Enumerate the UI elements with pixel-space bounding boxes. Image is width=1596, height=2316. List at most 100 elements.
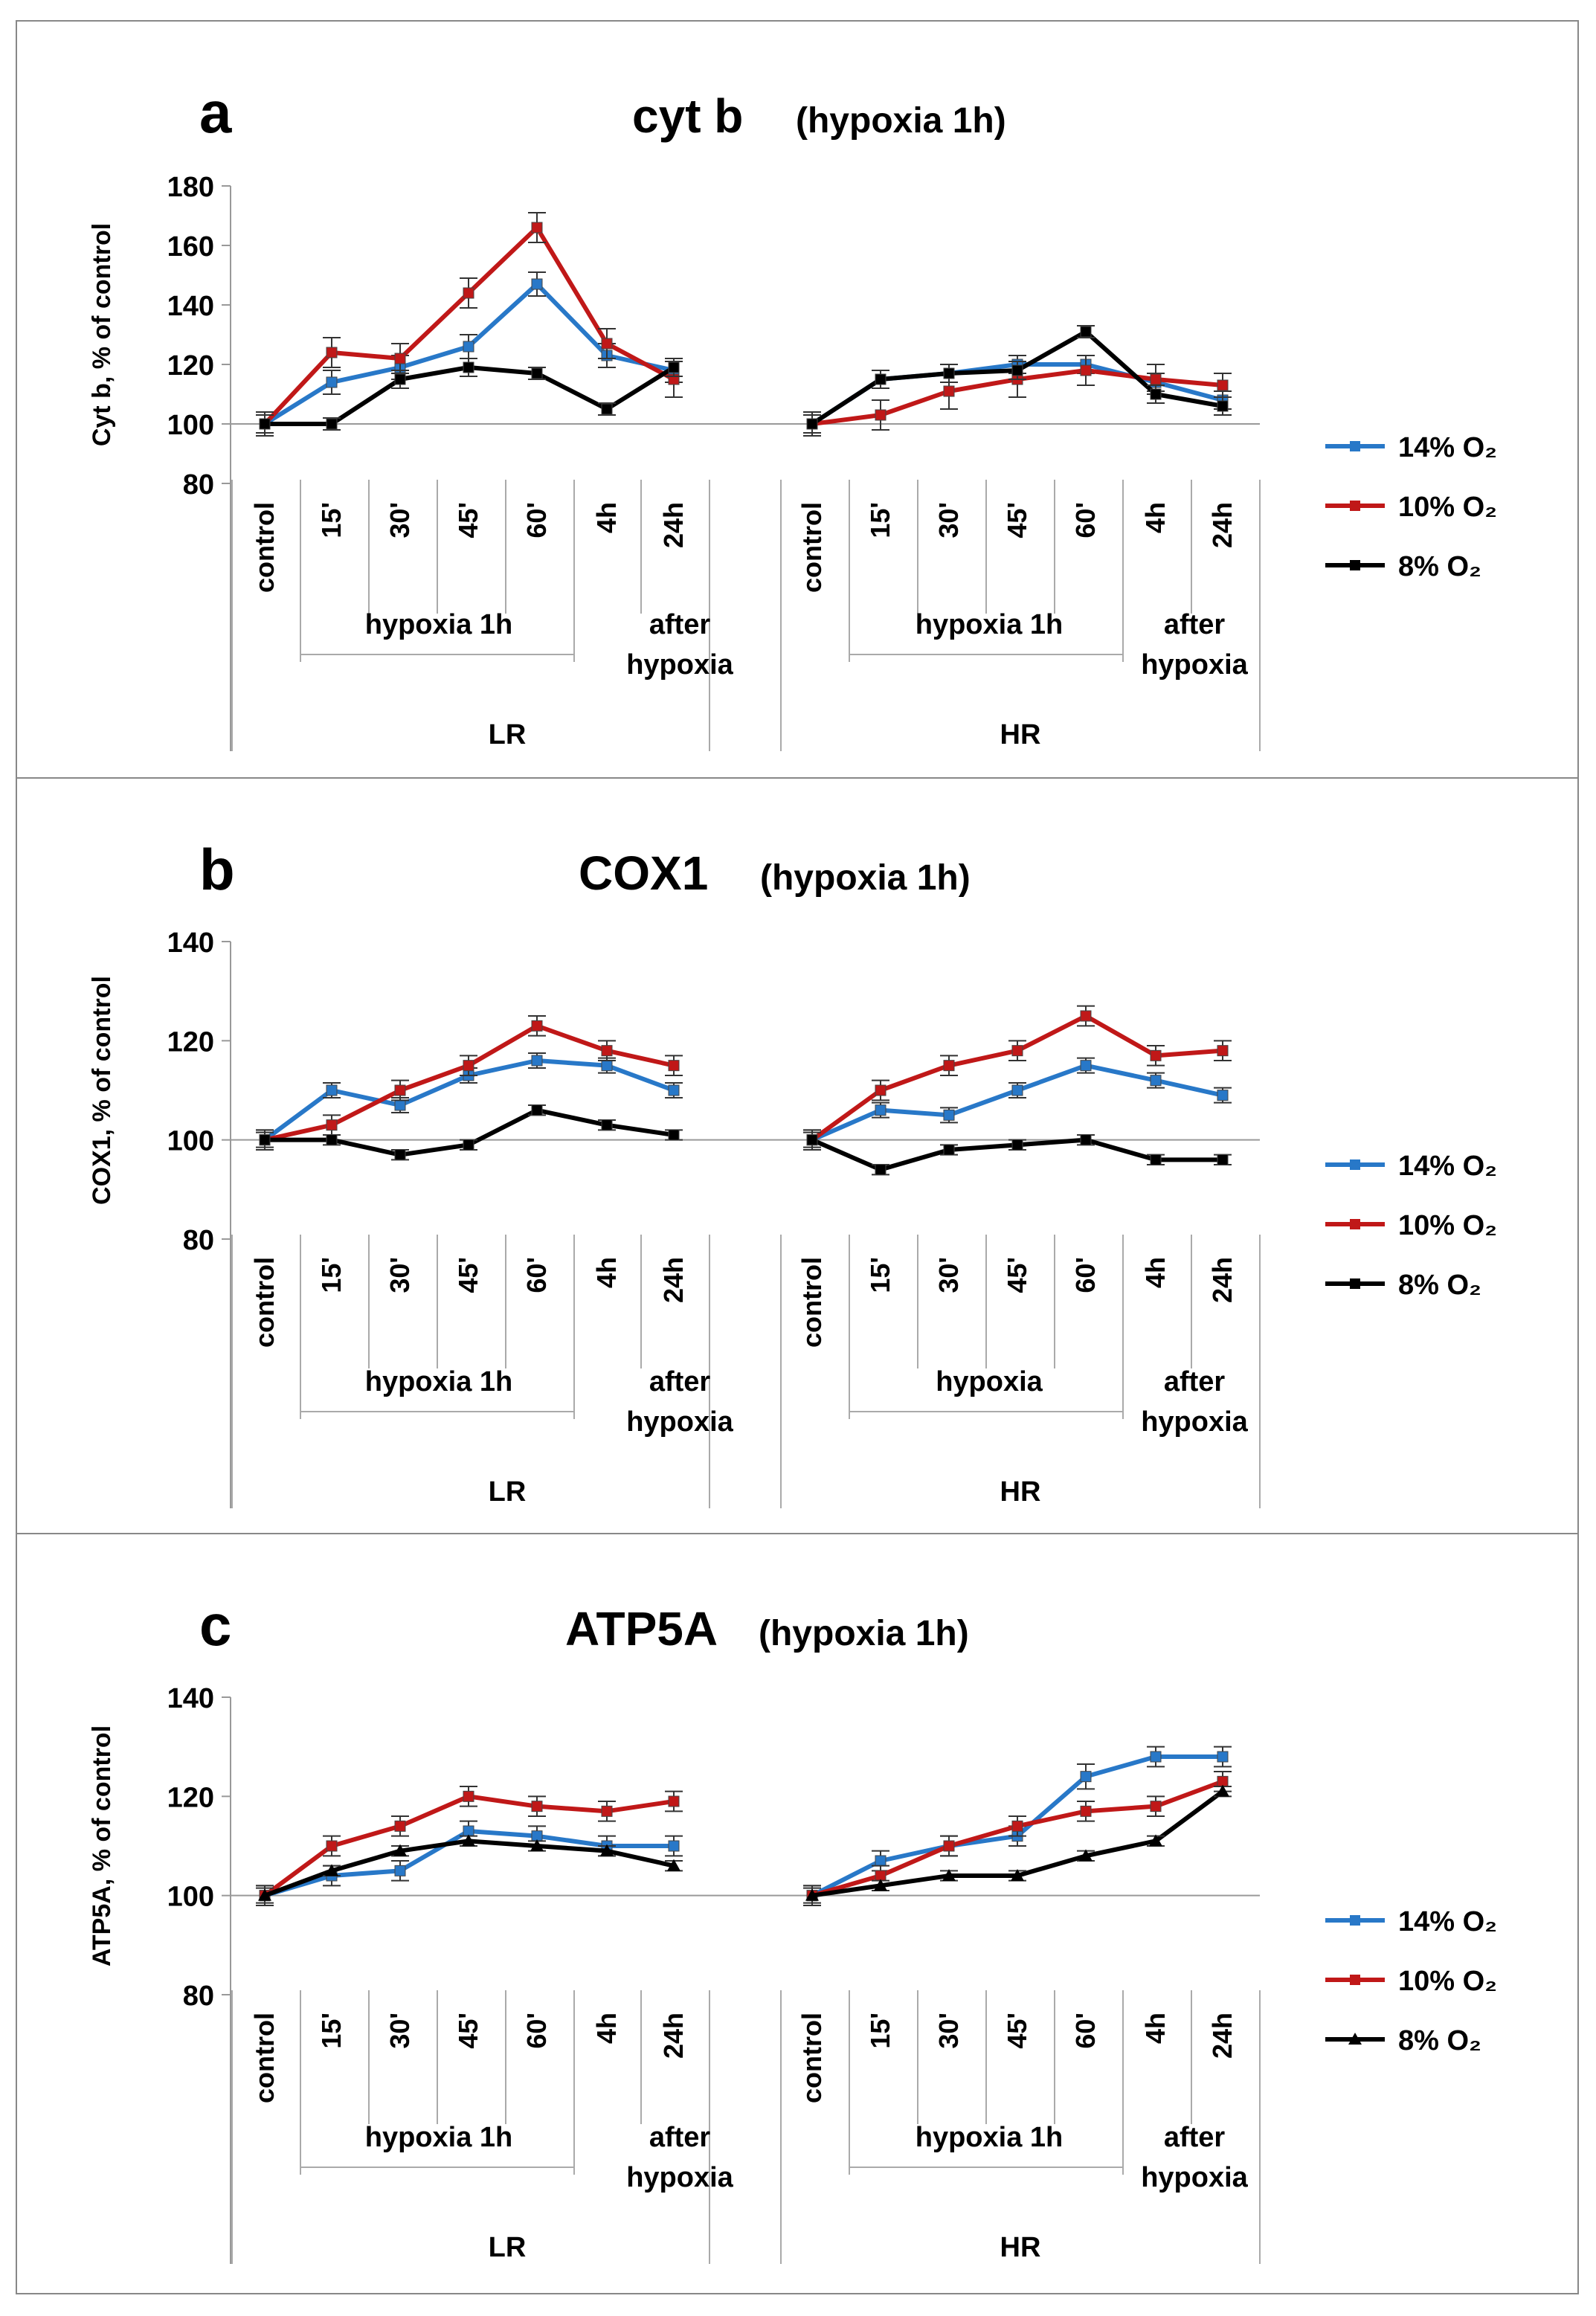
group-label: LR bbox=[489, 719, 527, 750]
data-point bbox=[394, 1820, 406, 1832]
data-point bbox=[463, 1060, 474, 1072]
x-tick-label: 60' bbox=[1070, 1257, 1101, 1293]
y-tick-label: 80 bbox=[183, 1225, 214, 1256]
group-label: LR bbox=[489, 2232, 527, 2263]
x-tick-label: 24h bbox=[658, 502, 689, 548]
y-tick-label: 100 bbox=[167, 410, 214, 441]
group-label: HR bbox=[1000, 719, 1041, 750]
data-point bbox=[943, 385, 955, 397]
data-point bbox=[601, 403, 613, 415]
data-point bbox=[1011, 1045, 1023, 1057]
x-tick-label: 60' bbox=[521, 2013, 552, 2049]
after-label: after bbox=[649, 609, 711, 640]
data-point bbox=[875, 1104, 887, 1116]
panel-c: c ATP5A (hypoxia 1h) 80 100 120 140 ATP5A, % of… bbox=[16, 1533, 1579, 2294]
chart-title: cyt b bbox=[632, 89, 743, 143]
data-point bbox=[1217, 1090, 1229, 1101]
data-point bbox=[1150, 1075, 1162, 1087]
panel-border bbox=[16, 1533, 1579, 2294]
data-point bbox=[875, 409, 887, 421]
data-point bbox=[1080, 1134, 1092, 1146]
legend-label: 8% O₂ bbox=[1398, 551, 1481, 582]
y-tick-label: 120 bbox=[167, 350, 214, 382]
data-point bbox=[601, 1119, 613, 1131]
y-tick-label: 140 bbox=[167, 1683, 214, 1714]
after-label: after bbox=[1164, 1366, 1226, 1397]
x-tick-label: 45' bbox=[453, 2013, 483, 2049]
data-point bbox=[1150, 1801, 1162, 1812]
legend-label: 14% O₂ bbox=[1398, 1151, 1497, 1182]
after-label: hypoxia bbox=[626, 649, 733, 681]
y-tick-label: 180 bbox=[167, 172, 214, 203]
data-point bbox=[1150, 1751, 1162, 1763]
x-tick-label: 24h bbox=[1207, 502, 1238, 548]
x-tick-label: control bbox=[797, 2013, 827, 2103]
chart-subtitle: (hypoxia 1h) bbox=[760, 858, 971, 898]
data-point bbox=[943, 1060, 955, 1072]
x-tick-label: 24h bbox=[658, 1257, 689, 1303]
y-axis-label: Cyt b, % of control bbox=[88, 223, 116, 446]
data-point bbox=[394, 1149, 406, 1161]
data-point bbox=[875, 1164, 887, 1176]
data-point bbox=[667, 1859, 680, 1871]
x-tick-label: 45' bbox=[1002, 2013, 1032, 2049]
data-point bbox=[259, 418, 271, 430]
data-point bbox=[1217, 379, 1229, 391]
x-tick-label: 45' bbox=[1002, 1257, 1032, 1293]
data-point bbox=[1080, 1771, 1092, 1783]
data-point bbox=[1011, 1139, 1023, 1151]
data-point bbox=[1011, 1084, 1023, 1096]
data-point bbox=[531, 1055, 543, 1067]
data-point bbox=[874, 1879, 887, 1891]
data-point bbox=[668, 361, 680, 373]
panel-letter: c bbox=[199, 1592, 231, 1658]
data-point bbox=[942, 1869, 956, 1881]
data-point bbox=[943, 367, 955, 379]
data-point bbox=[463, 1139, 474, 1151]
legend-label: 14% O₂ bbox=[1398, 1906, 1497, 1937]
chart-subtitle: (hypoxia 1h) bbox=[759, 1614, 969, 1653]
x-tick-label: 45' bbox=[453, 502, 483, 538]
data-point bbox=[326, 1119, 338, 1131]
data-point bbox=[393, 1844, 407, 1856]
y-tick-label: 120 bbox=[167, 1026, 214, 1058]
hypoxia-label: hypoxia bbox=[936, 1366, 1043, 1397]
data-point bbox=[1217, 400, 1229, 412]
data-point bbox=[1217, 1154, 1229, 1165]
data-point bbox=[531, 367, 543, 379]
chart-title: COX1 bbox=[579, 846, 708, 900]
data-point bbox=[943, 1840, 955, 1852]
legend-swatch-marker bbox=[1350, 1915, 1360, 1926]
x-tick-label: 30' bbox=[384, 502, 415, 538]
legend-label: 8% O₂ bbox=[1398, 1270, 1481, 1301]
after-label: hypoxia bbox=[626, 1406, 733, 1438]
panel-letter: b bbox=[199, 837, 235, 902]
x-tick-label: 4h bbox=[1140, 1257, 1171, 1288]
data-point bbox=[668, 1795, 680, 1807]
data-point bbox=[601, 338, 613, 350]
data-point bbox=[1150, 1049, 1162, 1061]
data-point bbox=[394, 1084, 406, 1096]
data-point bbox=[1150, 1154, 1162, 1165]
data-point bbox=[668, 1129, 680, 1141]
data-point bbox=[1079, 1849, 1093, 1862]
hypoxia-label: hypoxia 1h bbox=[365, 609, 513, 640]
y-axis-label: COX1, % of control bbox=[88, 976, 116, 1205]
x-tick-label: 4h bbox=[591, 502, 622, 533]
data-point bbox=[1011, 364, 1023, 376]
legend-label: 10% O₂ bbox=[1398, 492, 1497, 523]
data-point bbox=[1011, 1820, 1023, 1832]
x-tick-label: 15' bbox=[865, 1257, 895, 1293]
x-tick-label: 30' bbox=[384, 2013, 415, 2049]
data-point bbox=[1080, 1805, 1092, 1817]
hypoxia-label: hypoxia 1h bbox=[916, 2122, 1064, 2153]
chart-title: ATP5A bbox=[565, 1602, 718, 1656]
data-point bbox=[531, 1020, 543, 1032]
data-point bbox=[463, 1790, 474, 1802]
after-label: hypoxia bbox=[1141, 1406, 1248, 1438]
data-point bbox=[1149, 1834, 1162, 1847]
hypoxia-label: hypoxia 1h bbox=[916, 609, 1064, 640]
x-tick-label: 60' bbox=[1070, 2013, 1101, 2049]
data-point bbox=[326, 1084, 338, 1096]
